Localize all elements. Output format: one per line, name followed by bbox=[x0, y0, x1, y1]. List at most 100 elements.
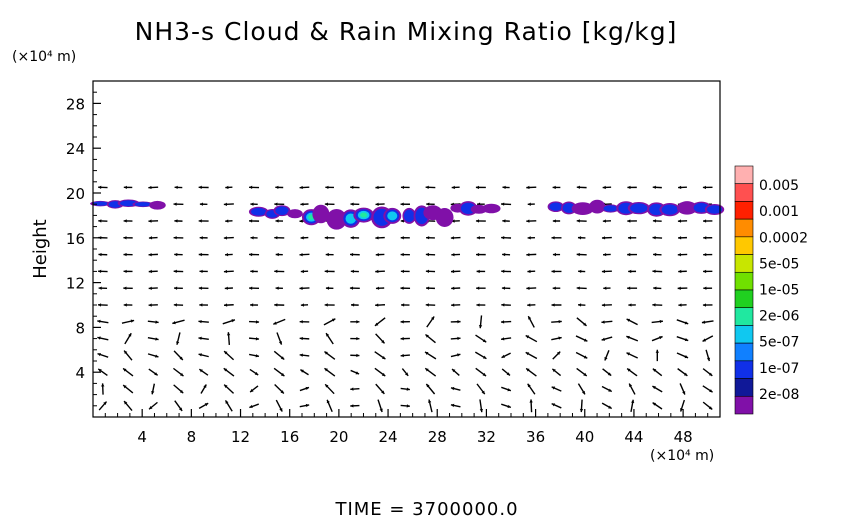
wind-vector-head bbox=[526, 219, 530, 223]
wind-vector-head bbox=[123, 385, 127, 389]
wind-vector-head bbox=[551, 386, 556, 390]
wind-vector-head bbox=[576, 286, 580, 290]
wind-vector-head bbox=[148, 253, 152, 257]
wind-vector-head bbox=[526, 368, 530, 372]
wind-vector-head bbox=[452, 368, 456, 373]
wind-vector-head bbox=[324, 351, 328, 355]
wind-vector-head bbox=[709, 389, 713, 393]
wind-vector-head bbox=[299, 336, 303, 341]
cloud-cell bbox=[326, 208, 347, 230]
wind-vector-head bbox=[527, 269, 531, 274]
wind-vector-head bbox=[626, 335, 630, 340]
x-tick-label: 32 bbox=[477, 428, 496, 446]
wind-vector-head bbox=[527, 303, 531, 307]
colorbar-swatch bbox=[734, 395, 754, 415]
colorbar-swatch bbox=[734, 271, 754, 291]
wind-vector-head bbox=[404, 372, 409, 376]
wind-vector-head bbox=[325, 252, 329, 257]
wind-vector-head bbox=[300, 369, 304, 373]
wind-vector-head bbox=[198, 353, 202, 357]
wind-vector-head bbox=[300, 236, 304, 240]
wind-vector-head bbox=[678, 269, 682, 274]
x-tick-label: 40 bbox=[575, 428, 594, 446]
colorbar-label: 0.001 bbox=[759, 204, 799, 220]
wind-vector-head bbox=[603, 286, 607, 290]
wind-vector-head bbox=[275, 252, 279, 257]
chart-title: NH3-s Cloud & Rain Mixing Ratio [kg/kg] bbox=[135, 17, 678, 46]
y-tick-label: 4 bbox=[75, 364, 85, 382]
cloud-cell bbox=[706, 205, 723, 214]
wind-vector-head bbox=[677, 219, 682, 223]
wind-vector-head bbox=[375, 269, 379, 274]
wind-vector-head bbox=[123, 269, 127, 274]
wind-vector-head bbox=[199, 202, 204, 206]
wind-vector-head bbox=[278, 341, 283, 345]
colorbar-swatch bbox=[734, 254, 754, 273]
wind-vector-head bbox=[128, 333, 132, 337]
wind-vector-head bbox=[173, 202, 177, 206]
colorbar-swatch bbox=[734, 183, 754, 202]
wind-vector-head bbox=[148, 269, 152, 274]
wind-vector-head bbox=[426, 286, 430, 290]
wind-vector-head bbox=[659, 319, 663, 324]
wind-vector-head bbox=[406, 387, 410, 391]
wind-vector-head bbox=[174, 286, 178, 290]
wind-vector-head bbox=[123, 185, 127, 190]
wind-vector-head bbox=[652, 402, 657, 406]
wind-vector-head bbox=[501, 320, 505, 324]
wind-vector-head bbox=[148, 219, 152, 223]
wind-vector-head bbox=[400, 286, 404, 290]
wind-vector-head bbox=[123, 219, 127, 223]
wind-vector-head bbox=[601, 236, 606, 240]
wind-vector-head bbox=[551, 303, 555, 307]
wind-vector-head bbox=[325, 286, 330, 290]
wind-vector-head bbox=[653, 252, 657, 257]
y-tick-label: 24 bbox=[66, 140, 85, 158]
wind-vector-head bbox=[98, 252, 102, 257]
wind-vector-head bbox=[98, 286, 102, 290]
wind-vector-head bbox=[379, 408, 383, 412]
wind-vector-head bbox=[274, 303, 278, 307]
wind-vector-field bbox=[97, 185, 714, 413]
cloud-cell bbox=[589, 199, 606, 214]
wind-vector-head bbox=[652, 269, 656, 273]
wind-vector-head bbox=[451, 252, 455, 257]
wind-vector-head bbox=[381, 339, 385, 344]
wind-vector-head bbox=[350, 202, 354, 206]
wind-vector-head bbox=[274, 236, 278, 240]
wind-vector-head bbox=[400, 236, 404, 240]
colorbar-swatch bbox=[734, 236, 754, 255]
wind-vector-head bbox=[148, 185, 152, 190]
wind-vector-head bbox=[608, 388, 612, 392]
y-unit-label: (×10⁴ m) bbox=[12, 49, 76, 65]
wind-vector-head bbox=[374, 322, 379, 326]
wind-vector-head bbox=[627, 252, 631, 257]
wind-vector-head bbox=[450, 386, 455, 391]
wind-vector-head bbox=[684, 321, 689, 325]
wind-vector-head bbox=[400, 202, 404, 206]
wind-vector-head bbox=[603, 252, 607, 257]
colorbar-swatch bbox=[734, 289, 754, 309]
wind-vector-head bbox=[627, 219, 631, 223]
wind-vector-head bbox=[331, 318, 336, 322]
wind-vector-head bbox=[300, 303, 305, 307]
wind-vector-head bbox=[179, 356, 183, 360]
wind-vector-head bbox=[225, 185, 229, 190]
wind-vector-head bbox=[355, 371, 360, 375]
wind-vector-head bbox=[558, 319, 562, 324]
wind-vector-head bbox=[199, 303, 203, 307]
wind-vector-head bbox=[375, 286, 380, 290]
wind-vector-head bbox=[551, 403, 556, 407]
wind-vector-head bbox=[577, 236, 582, 240]
wind-vector-head bbox=[652, 368, 657, 372]
wind-vector-head bbox=[703, 236, 707, 240]
wind-vector-head bbox=[684, 355, 689, 359]
wind-vector-head bbox=[324, 303, 328, 307]
wind-vector-head bbox=[249, 286, 253, 290]
wind-vector-head bbox=[176, 341, 180, 345]
wind-vector-head bbox=[173, 236, 177, 240]
wind-vector-head bbox=[123, 236, 127, 240]
colorbar-label: 5e-07 bbox=[759, 335, 799, 351]
wind-vector-head bbox=[98, 185, 102, 190]
wind-vector-head bbox=[123, 368, 127, 372]
